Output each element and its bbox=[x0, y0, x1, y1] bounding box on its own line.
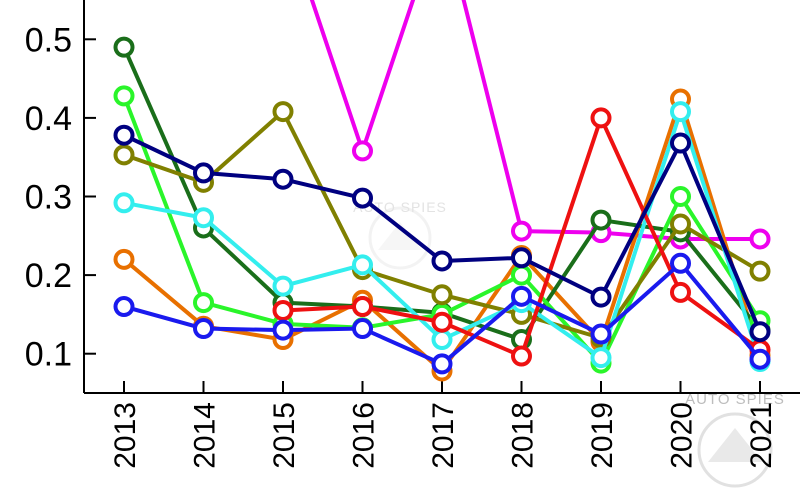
data-point bbox=[431, 250, 453, 272]
data-point bbox=[431, 353, 453, 375]
data-point bbox=[670, 101, 691, 123]
data-point bbox=[590, 107, 612, 129]
data-point bbox=[113, 248, 135, 270]
data-point bbox=[511, 345, 532, 367]
data-point bbox=[352, 254, 373, 276]
series-7 bbox=[272, 107, 771, 367]
data-point bbox=[352, 140, 373, 162]
data-point bbox=[749, 260, 771, 282]
watermark-logo-corner bbox=[697, 412, 773, 488]
data-point bbox=[113, 36, 135, 58]
data-point bbox=[113, 85, 135, 107]
x-tick-label: 2018 bbox=[507, 402, 540, 469]
x-tick-label: 2013 bbox=[109, 402, 142, 469]
data-point bbox=[272, 319, 294, 341]
data-point bbox=[113, 144, 135, 166]
data-point bbox=[193, 207, 214, 229]
data-point bbox=[670, 132, 691, 154]
data-point bbox=[431, 311, 453, 333]
data-point bbox=[113, 192, 135, 214]
y-tick-label: 0.2 bbox=[25, 257, 72, 295]
data-point bbox=[352, 187, 373, 209]
watermark-text-corner: AUTO SPIES bbox=[685, 391, 785, 408]
data-point bbox=[193, 292, 214, 314]
data-point bbox=[113, 296, 135, 318]
data-point bbox=[272, 299, 294, 321]
x-tick-label: 2015 bbox=[268, 402, 301, 469]
data-point bbox=[193, 162, 214, 184]
series-9 bbox=[113, 252, 771, 375]
data-point bbox=[590, 209, 612, 231]
series-8 bbox=[113, 124, 771, 343]
watermark-logo-center bbox=[368, 206, 432, 270]
data-point bbox=[193, 318, 214, 340]
data-point bbox=[511, 264, 532, 286]
x-tick-label: 2019 bbox=[586, 402, 619, 469]
y-ticks: 0.1 0.2 0.3 0.4 0.5 bbox=[25, 21, 96, 374]
data-point bbox=[272, 275, 294, 297]
data-point bbox=[352, 296, 373, 318]
data-point bbox=[670, 213, 691, 235]
y-tick-label: 0.1 bbox=[25, 336, 72, 374]
x-ticks: 2013 2014 2015 2016 2017 2018 2019 2020 2021 bbox=[109, 381, 778, 469]
data-point bbox=[670, 281, 691, 303]
x-tick-label: 2014 bbox=[189, 402, 222, 469]
data-point bbox=[590, 286, 612, 308]
y-tick-label: 0.3 bbox=[25, 179, 72, 217]
data-point bbox=[590, 347, 612, 369]
data-point bbox=[749, 348, 771, 370]
data-point bbox=[511, 285, 532, 307]
watermark-corner: AUTO SPIES bbox=[685, 391, 785, 488]
series-group bbox=[113, 0, 771, 382]
data-point bbox=[749, 321, 771, 343]
data-point bbox=[431, 284, 453, 306]
data-point bbox=[749, 228, 771, 250]
data-point bbox=[511, 247, 532, 269]
x-tick-label: 2020 bbox=[666, 402, 699, 469]
y-tick-label: 0.5 bbox=[25, 21, 72, 59]
data-point bbox=[590, 323, 612, 345]
data-point bbox=[272, 101, 294, 123]
data-point bbox=[511, 220, 532, 242]
data-point bbox=[352, 318, 373, 340]
x-tick-label: 2017 bbox=[427, 402, 460, 469]
data-point bbox=[272, 168, 294, 190]
data-point bbox=[431, 329, 453, 351]
x-tick-label: 2021 bbox=[745, 402, 778, 469]
data-point bbox=[670, 252, 691, 274]
data-point bbox=[670, 186, 691, 207]
y-tick-label: 0.4 bbox=[25, 100, 72, 138]
data-point bbox=[113, 124, 135, 146]
x-tick-label: 2016 bbox=[348, 402, 381, 469]
